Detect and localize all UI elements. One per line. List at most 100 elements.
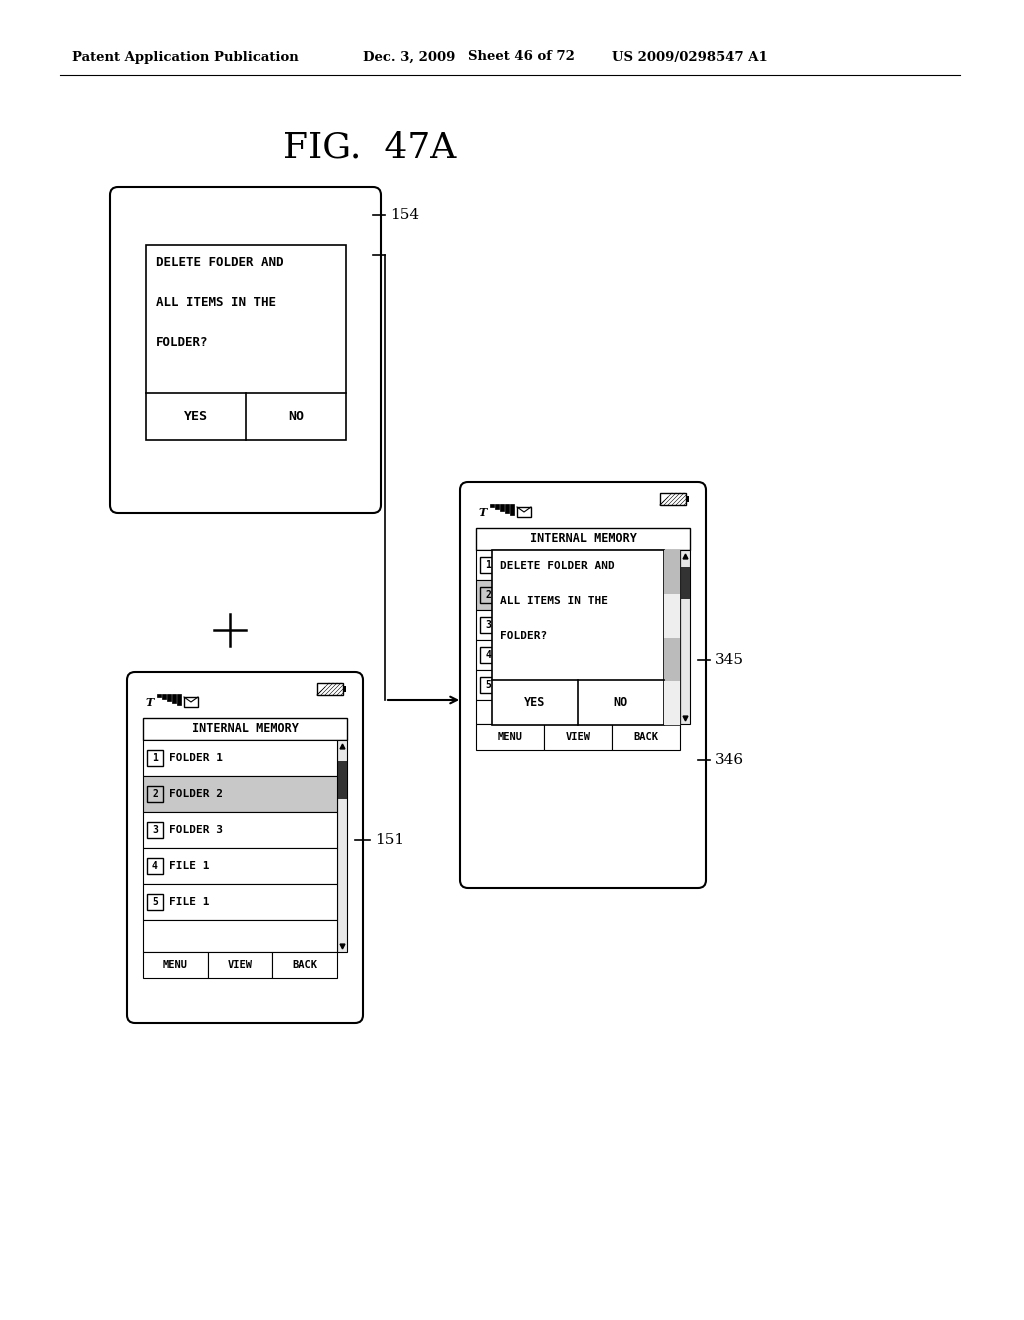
Text: FILE 1: FILE 1 — [502, 680, 543, 690]
Text: 345: 345 — [715, 653, 744, 667]
Text: MENU: MENU — [498, 733, 522, 742]
Bar — [157, 694, 161, 697]
Bar — [208, 952, 272, 978]
Text: 1: 1 — [485, 560, 490, 570]
Text: FILE 1: FILE 1 — [169, 861, 210, 871]
Bar — [143, 776, 337, 812]
Bar — [167, 694, 171, 701]
Bar — [660, 492, 686, 506]
Bar — [664, 550, 680, 594]
Text: FILE 1: FILE 1 — [169, 898, 210, 907]
Bar — [480, 647, 496, 663]
Text: 5: 5 — [152, 898, 158, 907]
Text: INTERNAL MEMORY: INTERNAL MEMORY — [529, 532, 637, 545]
Bar — [660, 492, 686, 506]
Bar — [476, 723, 544, 750]
Text: 2: 2 — [152, 789, 158, 799]
Bar — [143, 812, 337, 847]
Text: Dec. 3, 2009: Dec. 3, 2009 — [362, 50, 456, 63]
Text: YES: YES — [184, 411, 208, 422]
Bar — [476, 579, 680, 610]
Bar — [686, 496, 689, 502]
Bar — [162, 694, 166, 700]
Bar — [476, 640, 680, 671]
Bar — [544, 723, 612, 750]
Text: T: T — [478, 507, 486, 517]
Text: 4: 4 — [152, 861, 158, 871]
Bar — [143, 952, 208, 978]
Bar — [143, 741, 337, 776]
FancyBboxPatch shape — [460, 482, 706, 888]
Text: BACK: BACK — [634, 733, 658, 742]
Text: 1: 1 — [152, 752, 158, 763]
Bar — [664, 638, 680, 681]
Bar — [664, 594, 680, 638]
Text: DELETE FOLDER AND: DELETE FOLDER AND — [500, 561, 614, 572]
Bar — [664, 681, 680, 725]
Bar — [143, 884, 337, 920]
Bar — [147, 894, 163, 909]
Text: ALL ITEMS IN THE: ALL ITEMS IN THE — [156, 297, 276, 309]
Bar — [317, 682, 343, 696]
Text: 4: 4 — [485, 649, 490, 660]
Text: BACK: BACK — [292, 960, 317, 970]
Bar — [476, 671, 680, 700]
Bar — [143, 920, 337, 952]
Text: 151: 151 — [375, 833, 404, 847]
Text: NO: NO — [288, 411, 304, 422]
Bar — [147, 750, 163, 766]
Text: NO: NO — [613, 696, 628, 709]
Text: FOLDER?: FOLDER? — [500, 631, 547, 642]
Text: INTERNAL MEMORY: INTERNAL MEMORY — [191, 722, 298, 735]
Text: 5: 5 — [485, 680, 490, 690]
Bar — [147, 785, 163, 803]
Bar — [337, 741, 347, 952]
Text: VIEW: VIEW — [565, 733, 591, 742]
Bar — [480, 587, 496, 603]
Bar — [680, 550, 690, 723]
Text: Sheet 46 of 72: Sheet 46 of 72 — [468, 50, 574, 63]
Bar — [500, 504, 504, 511]
Bar — [177, 694, 180, 705]
Bar — [476, 700, 680, 723]
Bar — [317, 682, 343, 696]
Bar — [664, 550, 680, 725]
Text: 3: 3 — [152, 825, 158, 836]
Bar — [146, 246, 346, 440]
Bar — [143, 847, 337, 884]
Text: T: T — [145, 697, 154, 708]
FancyBboxPatch shape — [110, 187, 381, 513]
Bar — [476, 610, 680, 640]
Text: FOLDER 3: FOLDER 3 — [502, 620, 556, 630]
Bar — [147, 822, 163, 838]
Bar — [337, 762, 347, 800]
Bar — [172, 694, 175, 704]
Text: FOLDER 2: FOLDER 2 — [169, 789, 223, 799]
Text: 2: 2 — [485, 590, 490, 601]
Text: ALL ITEMS IN THE: ALL ITEMS IN THE — [500, 597, 608, 606]
Text: US 2009/0298547 A1: US 2009/0298547 A1 — [612, 50, 768, 63]
Text: FOLDER 1: FOLDER 1 — [502, 560, 556, 570]
Text: VIEW: VIEW — [227, 960, 253, 970]
Bar — [476, 550, 680, 579]
Bar — [495, 504, 499, 510]
Text: FOLDER 2: FOLDER 2 — [502, 590, 556, 601]
Bar — [480, 677, 496, 693]
Text: FOLDER?: FOLDER? — [156, 337, 209, 350]
Bar — [492, 550, 664, 725]
Text: FIG.  47A: FIG. 47A — [284, 131, 457, 165]
Bar — [272, 952, 337, 978]
Text: 154: 154 — [390, 209, 419, 222]
Bar — [184, 697, 198, 708]
Text: YES: YES — [524, 696, 546, 709]
Text: Patent Application Publication: Patent Application Publication — [72, 50, 299, 63]
Text: 3: 3 — [485, 620, 490, 630]
Bar — [510, 504, 513, 515]
Bar — [490, 504, 494, 507]
Bar — [143, 718, 347, 741]
Bar — [480, 557, 496, 573]
Bar — [147, 858, 163, 874]
Text: DELETE FOLDER AND: DELETE FOLDER AND — [156, 256, 284, 269]
Bar — [476, 528, 690, 550]
Bar — [480, 616, 496, 634]
